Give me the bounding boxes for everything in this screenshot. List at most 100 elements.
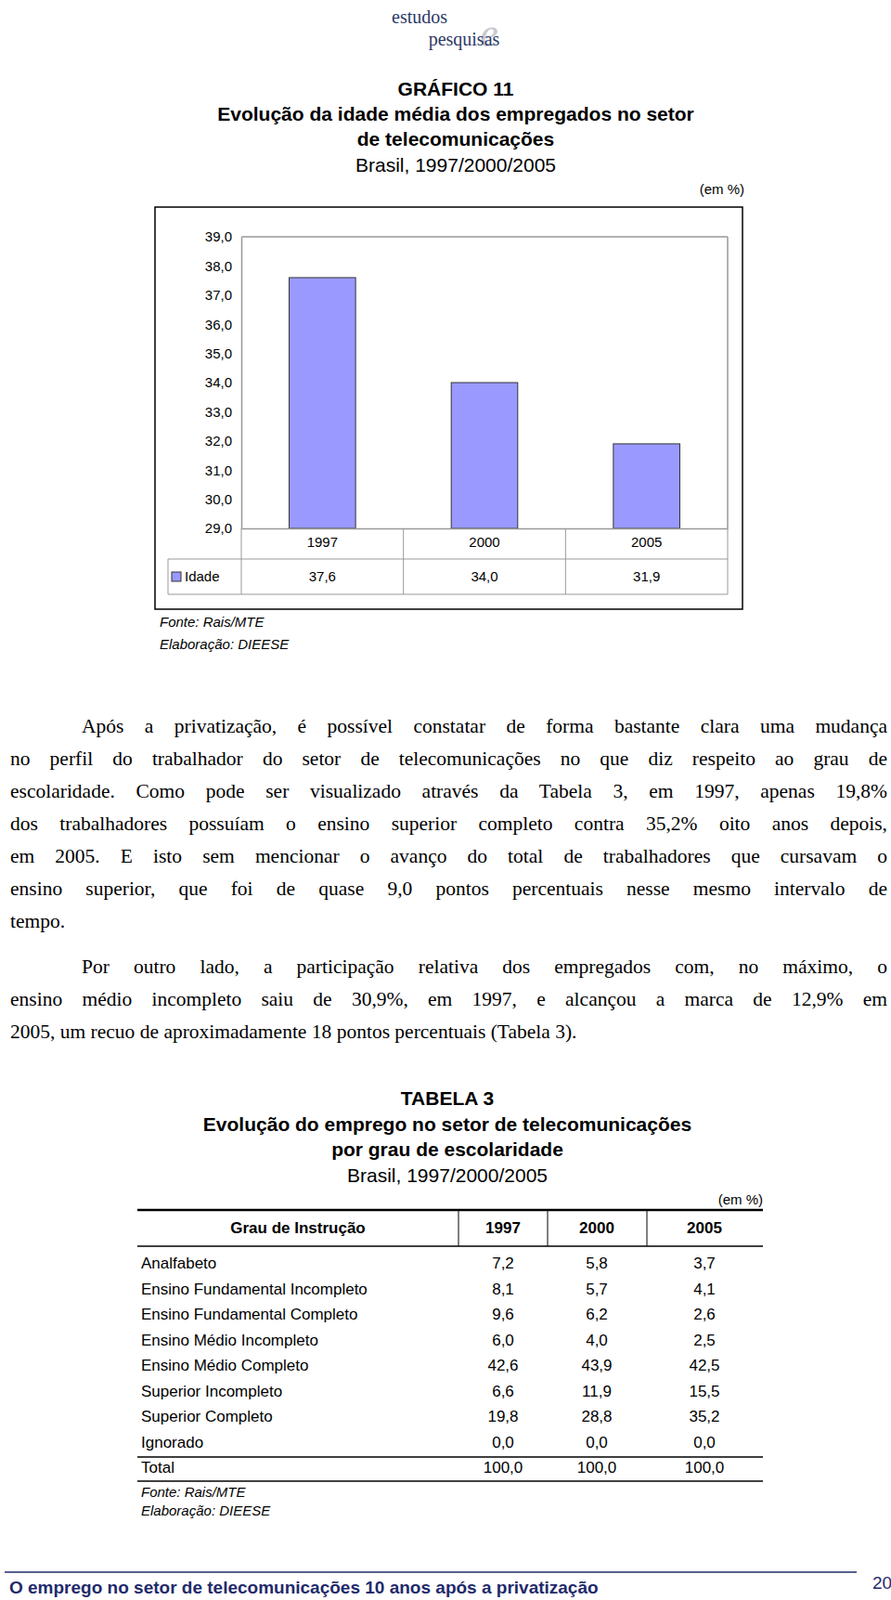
table-title: TABELA 3 xyxy=(400,1086,494,1109)
table-cell: Ensino Fundamental Incompleto xyxy=(141,1279,368,1298)
source-note: Fonte: Rais/MTE xyxy=(141,1483,247,1499)
table-cell: 100,0 xyxy=(577,1458,618,1476)
y-tick-label: 37,0 xyxy=(205,286,233,303)
data-table-line xyxy=(402,528,404,594)
y-tick: 39,0 xyxy=(205,228,242,245)
table-header: 2000 xyxy=(579,1218,615,1237)
table-rule xyxy=(137,1244,763,1247)
paragraph-line: Por outro lado, a participação relativa … xyxy=(81,950,888,982)
table-cell: 7,2 xyxy=(491,1253,515,1272)
table-cell: 6,6 xyxy=(491,1381,515,1400)
table-cell: 35,2 xyxy=(688,1407,720,1425)
table-rule xyxy=(547,1209,549,1246)
unit-note: (em %) xyxy=(718,1190,763,1207)
x-tick-label: 1997 xyxy=(307,533,338,550)
y-tick: 33,0 xyxy=(205,403,242,420)
table-cell: 11,9 xyxy=(581,1381,612,1400)
table-subtitle: por grau de escolaridade xyxy=(331,1137,564,1160)
paragraph-line: ensino superior, que foi de quase 9,0 po… xyxy=(10,872,888,904)
table-cell: Ensino Médio Incompleto xyxy=(141,1330,319,1349)
source-note: Elaboração: DIEESE xyxy=(159,635,290,652)
table-cell: 19,8 xyxy=(487,1407,518,1425)
y-tick: 32,0 xyxy=(205,432,242,449)
paragraph-line: ensino médio incompleto saiu de 30,9%, e… xyxy=(10,982,888,1015)
plot-frame xyxy=(726,236,729,529)
y-tick: 35,0 xyxy=(205,345,242,362)
table-cell: 2,5 xyxy=(693,1330,716,1349)
table-subtitle: Evolução do emprego no setor de telecomu… xyxy=(203,1112,692,1135)
table-cell: 15,5 xyxy=(688,1381,720,1400)
data-table-line xyxy=(167,558,728,560)
table-header: 2005 xyxy=(686,1218,723,1237)
table-cell: Ensino Fundamental Completo xyxy=(141,1304,358,1323)
paragraph-line: escolaridade. Como pode ser visualizado … xyxy=(10,774,888,807)
y-tick-label: 31,0 xyxy=(205,462,233,478)
x-tick: 1997 xyxy=(307,528,338,550)
table-rule xyxy=(458,1209,460,1246)
chart-subtitle: de telecomunicações xyxy=(357,128,555,150)
table-header: Grau de Instrução xyxy=(230,1218,365,1237)
paragraph-line: dos trabalhadores possuíam o ensino supe… xyxy=(10,807,888,840)
chart-title: GRÁFICO 11 xyxy=(398,77,515,100)
y-tick: 34,0 xyxy=(205,374,242,390)
table-cell: 42,5 xyxy=(688,1355,720,1374)
table-cell: 0,0 xyxy=(585,1433,608,1451)
logo-word: estudos xyxy=(391,6,448,27)
y-tick-label: 32,0 xyxy=(205,432,233,449)
y-tick: 37,0 xyxy=(205,286,242,303)
table-cell: Ensino Médio Completo xyxy=(141,1355,309,1374)
y-tick: 31,0 xyxy=(205,462,242,478)
data-table-line xyxy=(241,528,243,594)
table-rule xyxy=(646,1209,648,1246)
table-cell: Ignorado xyxy=(141,1433,204,1451)
legend-key xyxy=(171,571,181,582)
table-cell: 0,0 xyxy=(491,1433,515,1451)
table-rule xyxy=(137,1455,763,1458)
y-tick: 38,0 xyxy=(205,258,242,274)
x-tick-label: 2000 xyxy=(468,533,500,550)
bars xyxy=(289,277,681,529)
table-cell: Superior Completo xyxy=(141,1407,273,1425)
unit-note: (em %) xyxy=(699,180,745,197)
table-cell: 5,8 xyxy=(585,1253,608,1272)
table-cell: 43,9 xyxy=(581,1355,612,1374)
table-rule xyxy=(137,1208,763,1212)
table-cell: 0,0 xyxy=(693,1433,716,1451)
x-tick: 2005 xyxy=(631,528,662,550)
table-cell: 9,6 xyxy=(491,1304,515,1323)
paragraph-line: no perfil do trabalhador do setor de tel… xyxy=(10,742,888,775)
bar xyxy=(289,277,357,529)
table-cell: 5,7 xyxy=(585,1279,608,1298)
source-note: Elaboração: DIEESE xyxy=(141,1501,272,1518)
table-subtitle: Brasil, 1997/2000/2005 xyxy=(347,1163,548,1186)
table-cell: 3,7 xyxy=(693,1253,716,1272)
y-tick: 36,0 xyxy=(205,316,242,333)
paragraph-line: Após a privatização, é possível constata… xyxy=(81,710,888,742)
table-cell: 4,1 xyxy=(693,1279,716,1298)
table-rule xyxy=(137,1479,763,1482)
chart-frame xyxy=(154,206,743,609)
table-cell: 2,6 xyxy=(693,1304,716,1323)
table-cell: Total xyxy=(141,1458,175,1476)
table-cell: 4,0 xyxy=(585,1330,608,1349)
table-cell: Analfabeto xyxy=(141,1253,217,1272)
x-axis: 1997 2000 2005 xyxy=(242,528,729,550)
paragraph-line: tempo. xyxy=(10,904,888,937)
y-tick: 30,0 xyxy=(205,490,242,507)
plot-frame xyxy=(241,235,728,238)
table-cell: 100,0 xyxy=(483,1458,524,1476)
bar xyxy=(613,443,681,529)
data-table-line xyxy=(167,594,728,595)
footer-text: O emprego no setor de telecomunicações 1… xyxy=(9,1576,599,1597)
footer-rule xyxy=(4,1570,857,1573)
y-axis-line xyxy=(241,237,244,530)
data-table-line xyxy=(565,528,567,594)
logo-word: pesquisas xyxy=(428,28,501,51)
table-cell: 8,1 xyxy=(491,1279,515,1298)
y-tick-label: 39,0 xyxy=(205,228,233,245)
x-tick: 2000 xyxy=(468,528,500,550)
data-table-line xyxy=(167,558,169,594)
data-label: 34,0 xyxy=(470,568,498,584)
data-label: 37,6 xyxy=(309,568,336,584)
y-tick: 29,0 xyxy=(205,519,242,536)
